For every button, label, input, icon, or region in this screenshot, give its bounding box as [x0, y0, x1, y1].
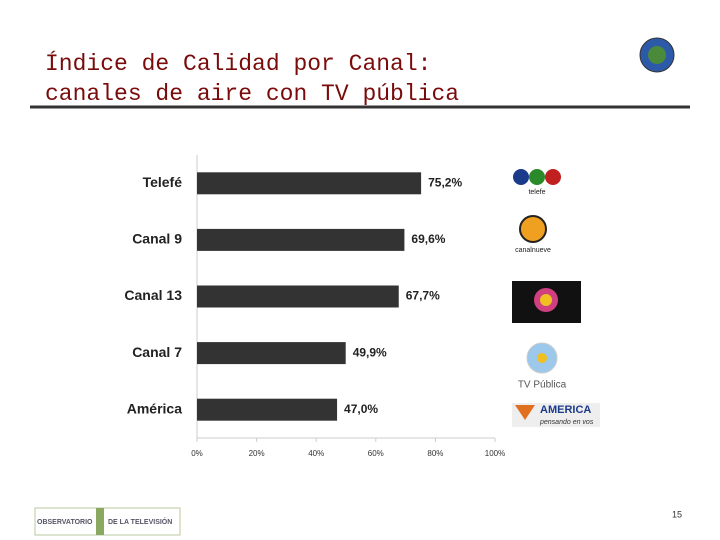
page-number: 15 — [672, 509, 682, 519]
logo-america: AMERICA pensando en vos — [512, 403, 600, 427]
logo-canal13 — [512, 281, 581, 323]
x-tick-label: 20% — [249, 449, 265, 458]
logo-telefe: telefe — [513, 169, 561, 196]
x-tick-label: 80% — [427, 449, 443, 458]
footer-text: DE LA TELEVISIÓN — [108, 517, 172, 526]
bar — [197, 398, 338, 421]
logo-canal7: TV Pública — [518, 342, 567, 391]
footer-logo: OBSERVATORIO DE LA TELEVISIÓN — [34, 507, 181, 536]
logo-text: TV Pública — [518, 380, 567, 391]
y-tick-label: América — [127, 400, 182, 416]
value-label: 49,9% — [353, 345, 387, 359]
x-tick-label: 60% — [368, 449, 384, 458]
logo-text: canalnueve — [515, 247, 551, 254]
footer-text: OBSERVATORIO — [37, 519, 93, 526]
x-tick-label: 40% — [308, 449, 324, 458]
chart-subtitle: canales de aire con TV pública — [45, 81, 459, 107]
emblem — [639, 37, 675, 73]
value-label: 47,0% — [344, 402, 378, 416]
logo-text: AMERICA — [540, 404, 591, 416]
value-label: 67,7% — [406, 289, 440, 303]
y-tick-label: Canal 9 — [132, 231, 182, 247]
x-tick-label: 100% — [485, 449, 505, 458]
x-tick-label: 0% — [191, 449, 203, 458]
y-tick-label: Canal 7 — [132, 344, 182, 360]
y-tick-label: Canal 13 — [124, 287, 182, 303]
bar — [197, 172, 422, 195]
logo-text: telefe — [528, 189, 545, 196]
bar — [197, 228, 405, 251]
logo-text: pensando en vos — [539, 419, 594, 426]
chart-title: Índice de Calidad por Canal: — [45, 50, 431, 77]
logo-canal9: canalnueve — [515, 215, 551, 254]
y-tick-label: Telefé — [143, 174, 183, 190]
value-label: 69,6% — [411, 232, 445, 246]
value-label: 75,2% — [428, 175, 462, 189]
bar — [197, 342, 346, 365]
bar — [197, 285, 399, 308]
